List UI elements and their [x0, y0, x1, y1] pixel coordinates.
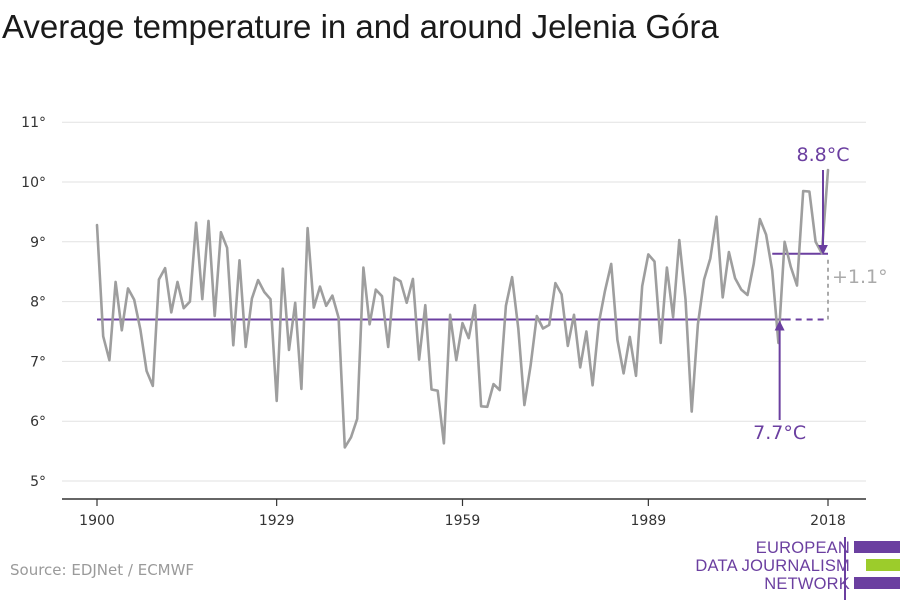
x-tick-label-1959: 1959	[445, 513, 481, 529]
x-tick-label-1989: 1989	[631, 513, 667, 529]
chart-title: Average temperature in and around Jeleni…	[2, 8, 719, 45]
x-axis: 1900 1929 1959 1989 2018	[62, 498, 866, 529]
x-tick-label-2018: 2018	[810, 513, 846, 529]
y-tick-label-8: 8°	[30, 295, 46, 311]
x-tick-label-1900: 1900	[79, 513, 115, 529]
logo-bar-3	[854, 577, 900, 589]
y-tick-label-5: 5°	[30, 474, 46, 490]
y-tick-label-7: 7°	[30, 354, 46, 370]
y-tick-label-9: 9°	[30, 235, 46, 251]
logo-rule	[844, 537, 846, 600]
difference-label: +1.1°	[832, 266, 888, 288]
logo-line-2: DATA JOURNALISM	[695, 557, 850, 575]
baseline-average-label: 7.7°C	[753, 422, 806, 444]
y-tick-label-11: 11°	[21, 115, 46, 131]
x-tick-label-1929: 1929	[259, 513, 295, 529]
edjnet-logo[interactable]: EUROPEAN DATA JOURNALISM NETWORK	[690, 537, 900, 600]
logo-bar-2	[866, 559, 900, 571]
y-tick-label-6: 6°	[30, 414, 46, 430]
source-note: Source: EDJNet / ECMWF	[10, 561, 195, 579]
logo-line-1: EUROPEAN	[755, 539, 850, 557]
gridlines	[62, 121, 866, 482]
recent-average-label: 8.8°C	[797, 144, 850, 166]
logo-line-3: NETWORK	[764, 575, 850, 593]
y-axis-tick-labels: 5° 6° 7° 8° 9° 10° 11°	[21, 115, 46, 490]
temperature-series-line	[95, 168, 830, 449]
series-layer	[95, 168, 830, 449]
y-tick-label-10: 10°	[21, 175, 46, 191]
annotations: +1.1° 8.8°C 7.7°C	[753, 144, 887, 444]
logo-bar-1	[854, 541, 900, 553]
reference-lines	[97, 252, 828, 321]
